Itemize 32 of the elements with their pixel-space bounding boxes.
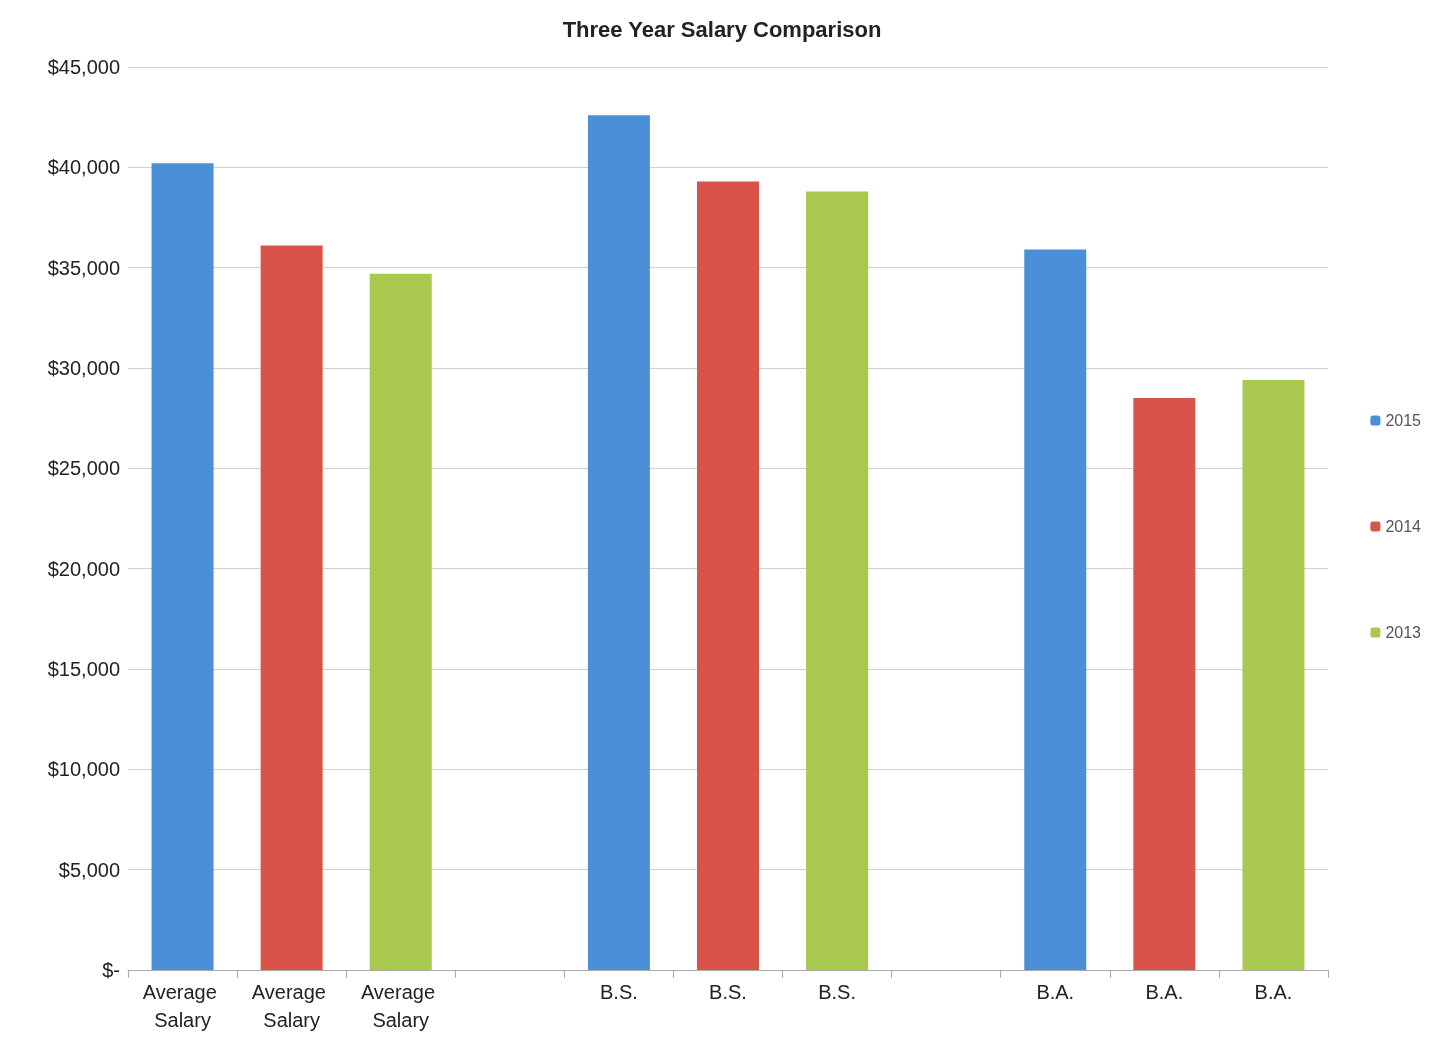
y-tick-label: $5,000	[58, 858, 120, 881]
x-tick-label: B.A.	[1036, 981, 1075, 1003]
y-tick-label: $40,000	[47, 156, 120, 179]
y-tick-label: $10,000	[47, 758, 120, 781]
legend-label: 2014	[1385, 518, 1422, 535]
bar	[806, 191, 869, 970]
y-tick-label: $35,000	[47, 256, 120, 279]
bar	[587, 115, 650, 970]
y-tick-label: $25,000	[47, 457, 120, 480]
y-tick-label: $30,000	[47, 357, 120, 379]
bar	[369, 273, 432, 970]
bar	[697, 181, 759, 970]
y-tick-label: $-	[102, 959, 120, 981]
x-tick-label: Average Salary	[360, 981, 441, 1031]
y-tick-label: $15,000	[47, 658, 120, 680]
x-tick-label: Average Salary	[142, 981, 223, 1031]
x-tick-label: B.S.	[818, 981, 856, 1003]
bar	[260, 245, 323, 970]
y-tick-label: $45,000	[47, 56, 120, 78]
chart-title: Three Year Salary Comparison	[562, 16, 882, 42]
bar	[1024, 249, 1087, 970]
x-tick-label: B.S.	[600, 981, 638, 1003]
x-tick-label: B.S.	[709, 981, 747, 1003]
legend-label: 2013	[1385, 624, 1422, 641]
x-tick-label: Average Salary	[251, 981, 332, 1031]
y-tick-label: $20,000	[47, 557, 120, 580]
bar	[1242, 380, 1305, 970]
legend-label: 2015	[1385, 412, 1422, 429]
bar	[151, 163, 214, 970]
bar	[1133, 398, 1196, 970]
x-tick-label: B.A.	[1254, 981, 1293, 1003]
x-tick-label: B.A.	[1145, 981, 1184, 1003]
